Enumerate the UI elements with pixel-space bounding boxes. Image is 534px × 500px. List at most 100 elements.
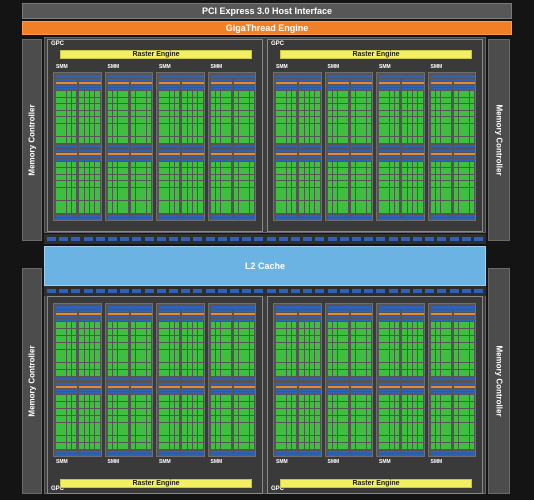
cuda-core [146,395,152,402]
register-file [350,392,372,394]
cuda-core [146,207,152,214]
cuda-core [61,104,66,110]
cuda-core [130,415,136,422]
crossbar-segment [169,237,178,241]
cuda-core [430,168,435,174]
cuda-core [441,161,446,168]
cuda-core [338,104,343,110]
cuda-core [136,408,141,415]
cuda-core [187,370,193,377]
cuda-core [239,429,244,436]
cuda-core [221,110,226,117]
cuda-core [174,401,180,408]
cuda-core [123,207,128,214]
cuda-core [141,200,146,207]
cuda-core [130,91,136,97]
cuda-core [210,363,215,370]
load-store-unit [130,378,152,380]
cuda-core [84,207,90,214]
cuda-core [338,401,343,408]
cuda-core [210,349,215,356]
warp-scheduler [56,152,78,155]
cuda-core [56,110,61,117]
cuda-core [315,422,320,429]
cuda-core [61,436,66,443]
cuda-core [146,429,152,436]
cuda-core [169,429,175,436]
cuda-core [244,335,249,342]
cuda-core [182,429,187,436]
cuda-core [56,363,61,370]
cuda-core [169,401,175,408]
cuda-core [366,110,372,117]
cuda-core [453,356,459,363]
cuda-core [459,429,464,436]
cuda-core [159,130,164,137]
cuda-core [332,328,338,335]
cuda-core [244,174,249,181]
cuda-core [187,194,193,201]
cuda-core [159,395,164,402]
cuda-core [61,335,66,342]
shared-memory [159,218,204,220]
cuda-core [389,436,395,443]
cuda-core [71,91,77,97]
cuda-core [233,322,239,329]
warp-scheduler [233,152,255,155]
dispatch-unit [159,155,181,158]
cuda-core [446,97,451,104]
cuda-core [136,370,141,377]
cuda-core [79,187,84,194]
cuda-core [402,422,407,429]
cuda-core [215,97,221,104]
cuda-core [215,422,221,429]
instruction-buffer [56,149,78,152]
cuda-core [356,207,361,214]
cuda-core [244,200,249,207]
register-file [159,392,181,394]
cuda-core [215,436,221,443]
cuda-core [187,395,193,402]
register-file [299,392,321,394]
cuda-core [239,123,244,130]
cuda-core [210,356,215,363]
dispatch-unit [130,85,152,87]
register-file [276,88,298,90]
cuda-core [315,136,320,143]
cuda-core [343,168,348,174]
register-file [350,88,372,90]
cuda-core [276,422,281,429]
cuda-core [118,349,123,356]
cuda-core [174,123,180,130]
cuda-core [89,130,95,137]
cuda-core [366,363,372,370]
cuda-core [389,168,395,174]
cuda-core [233,91,239,97]
cuda-core [315,408,320,415]
dispatch-unit [159,389,181,391]
cuda-core [338,117,343,123]
register-file [107,88,129,90]
instruction-cache [430,306,475,309]
smm-label: SMM [430,64,443,70]
cuda-core [112,395,118,402]
cuda-core [309,194,315,201]
cuda-core [394,443,400,450]
cuda-core [123,328,128,335]
cuda-core [164,363,169,370]
cuda-core [210,194,215,201]
cuda-core [198,436,203,443]
cuda-core [327,422,332,429]
cuda-core [89,187,95,194]
cuda-core [233,422,239,429]
load-store-unit [327,451,349,453]
crossbar-segment [327,237,337,241]
cuda-core [233,161,239,168]
warp-scheduler [430,82,452,84]
cuda-core [159,207,164,214]
cuda-core [350,401,356,408]
crossbar-segment [205,289,215,293]
cuda-core [309,123,315,130]
cuda-core [84,422,90,429]
cuda-core [169,123,175,130]
